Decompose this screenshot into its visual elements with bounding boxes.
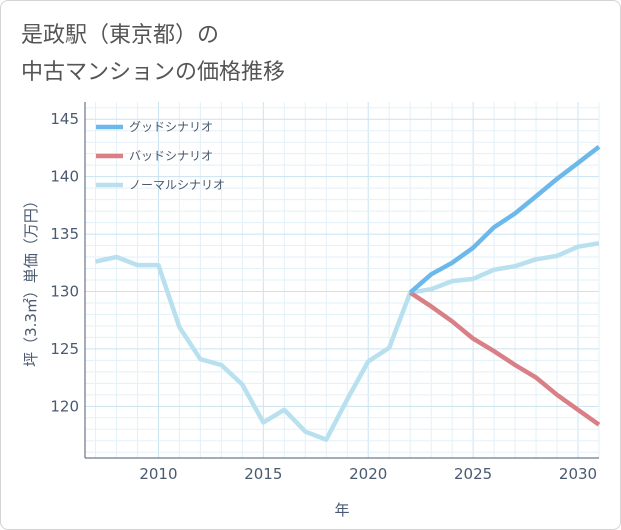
- series-line-2: [95, 241, 600, 442]
- series-line-1: [408, 290, 601, 427]
- series-lines: [95, 145, 601, 442]
- y-tick-label: 135: [50, 225, 79, 243]
- y-axis-label: 坪（3.3㎡）単価（万円）: [22, 193, 40, 367]
- series-line-0: [408, 145, 601, 295]
- axes: [84, 102, 599, 459]
- y-tick-label: 140: [50, 168, 79, 186]
- y-tick-label: 130: [50, 282, 79, 300]
- x-axis-label: 年: [334, 501, 349, 519]
- y-tick-label: 145: [50, 110, 79, 128]
- x-tick-label: 2030: [559, 465, 597, 483]
- x-tick-label: 2015: [244, 465, 282, 483]
- y-tick-label: 125: [50, 340, 79, 358]
- y-tick-label: 120: [50, 397, 79, 415]
- legend-label-1: バッドシナリオ: [129, 149, 213, 163]
- tick-labels: 2010 2015 2020 2025 2030 120 125 130 135 140 145: [50, 110, 597, 483]
- x-tick-label: 2010: [139, 465, 177, 483]
- legend-label-0: グッドシナリオ: [129, 120, 213, 134]
- x-tick-label: 2025: [454, 465, 492, 483]
- legend-label-2: ノーマルシナリオ: [129, 178, 225, 192]
- x-tick-label: 2020: [349, 465, 387, 483]
- grid-lines: [85, 102, 600, 458]
- chart-title-line-1: 是政駅（東京都）の: [21, 23, 220, 48]
- chart-title-line-2: 中古マンションの価格推移: [21, 60, 286, 85]
